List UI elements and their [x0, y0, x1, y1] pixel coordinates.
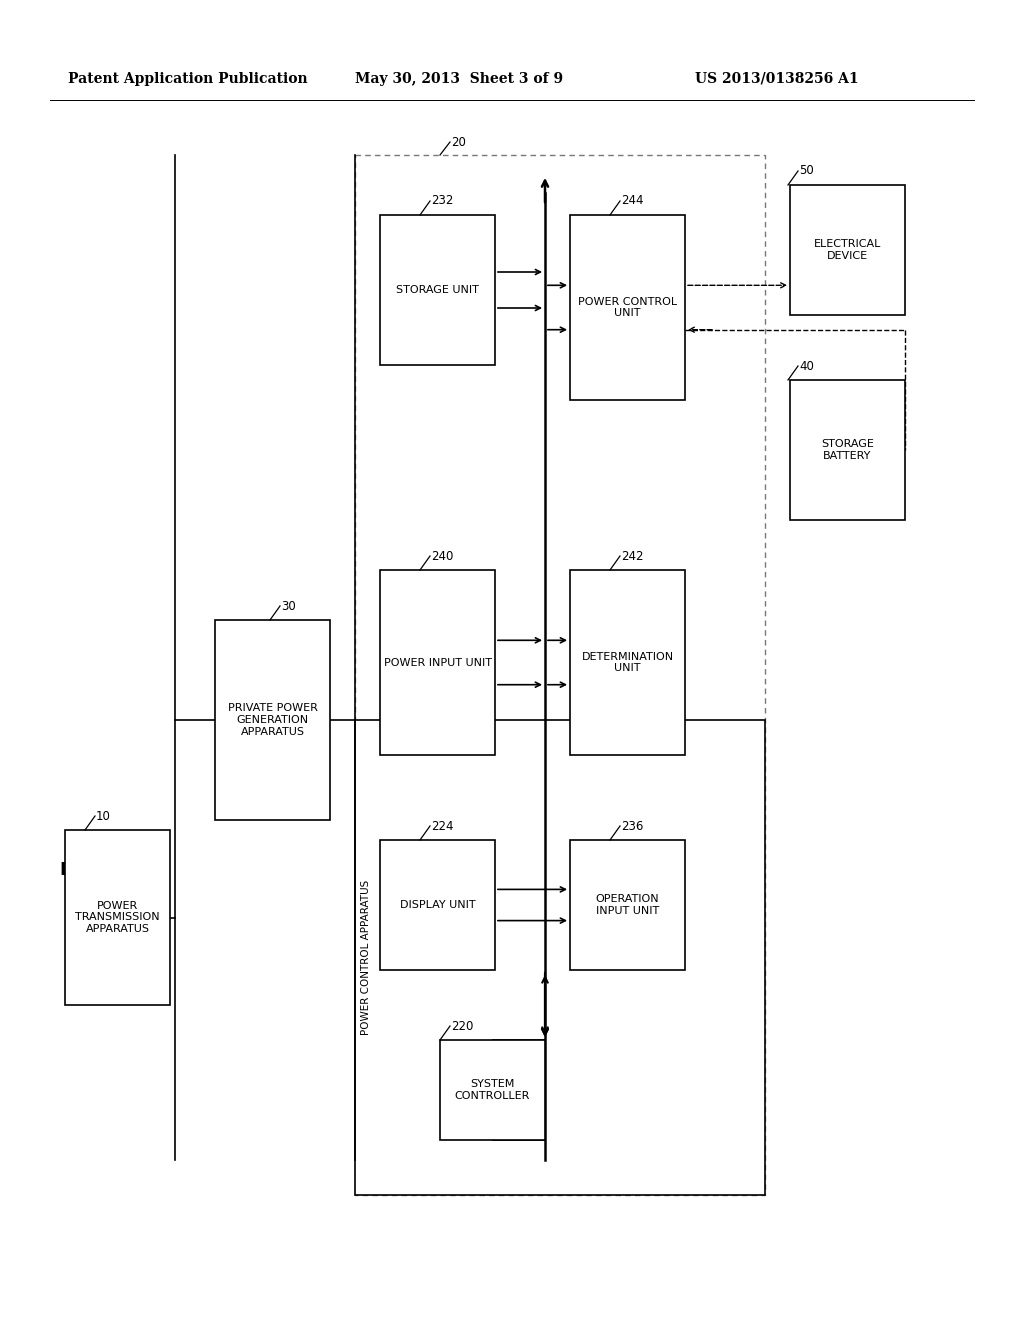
Bar — [380, 570, 495, 755]
Bar — [790, 380, 905, 520]
Bar — [570, 840, 685, 970]
Text: 10: 10 — [96, 809, 111, 822]
Text: FIG. 3: FIG. 3 — [60, 861, 120, 879]
Text: POWER INPUT UNIT: POWER INPUT UNIT — [384, 657, 492, 668]
Text: Patent Application Publication: Patent Application Publication — [68, 73, 307, 86]
Text: ELECTRICAL
DEVICE: ELECTRICAL DEVICE — [814, 239, 882, 261]
Bar — [380, 840, 495, 970]
Text: 30: 30 — [281, 599, 296, 612]
Text: DISPLAY UNIT: DISPLAY UNIT — [399, 900, 475, 909]
Text: US 2013/0138256 A1: US 2013/0138256 A1 — [695, 73, 859, 86]
Text: 240: 240 — [431, 549, 454, 562]
Text: POWER
TRANSMISSION
APPARATUS: POWER TRANSMISSION APPARATUS — [75, 900, 160, 935]
Text: 20: 20 — [451, 136, 466, 149]
Bar — [355, 719, 765, 1195]
Bar — [440, 1040, 545, 1140]
Text: 232: 232 — [431, 194, 454, 207]
Text: SYSTEM
CONTROLLER: SYSTEM CONTROLLER — [455, 1080, 530, 1101]
Text: OPERATION
INPUT UNIT: OPERATION INPUT UNIT — [596, 894, 659, 916]
Text: 236: 236 — [621, 820, 643, 833]
Text: 220: 220 — [451, 1019, 473, 1032]
Bar — [355, 154, 765, 1195]
Text: STORAGE
BATTERY: STORAGE BATTERY — [821, 440, 873, 461]
Text: 50: 50 — [799, 165, 814, 177]
Text: 40: 40 — [799, 359, 814, 372]
Bar — [215, 620, 330, 820]
Bar — [570, 570, 685, 755]
Text: POWER CONTROL APPARATUS: POWER CONTROL APPARATUS — [361, 880, 371, 1035]
Text: May 30, 2013  Sheet 3 of 9: May 30, 2013 Sheet 3 of 9 — [355, 73, 563, 86]
Bar — [380, 215, 495, 366]
Bar — [65, 830, 170, 1005]
Text: PRIVATE POWER
GENERATION
APPARATUS: PRIVATE POWER GENERATION APPARATUS — [227, 704, 317, 737]
Text: POWER CONTROL
UNIT: POWER CONTROL UNIT — [578, 297, 677, 318]
Text: 244: 244 — [621, 194, 643, 207]
Text: DETERMINATION
UNIT: DETERMINATION UNIT — [582, 652, 674, 673]
Bar — [570, 215, 685, 400]
Text: 224: 224 — [431, 820, 454, 833]
Text: STORAGE UNIT: STORAGE UNIT — [396, 285, 479, 294]
Bar — [790, 185, 905, 315]
Text: 242: 242 — [621, 549, 643, 562]
